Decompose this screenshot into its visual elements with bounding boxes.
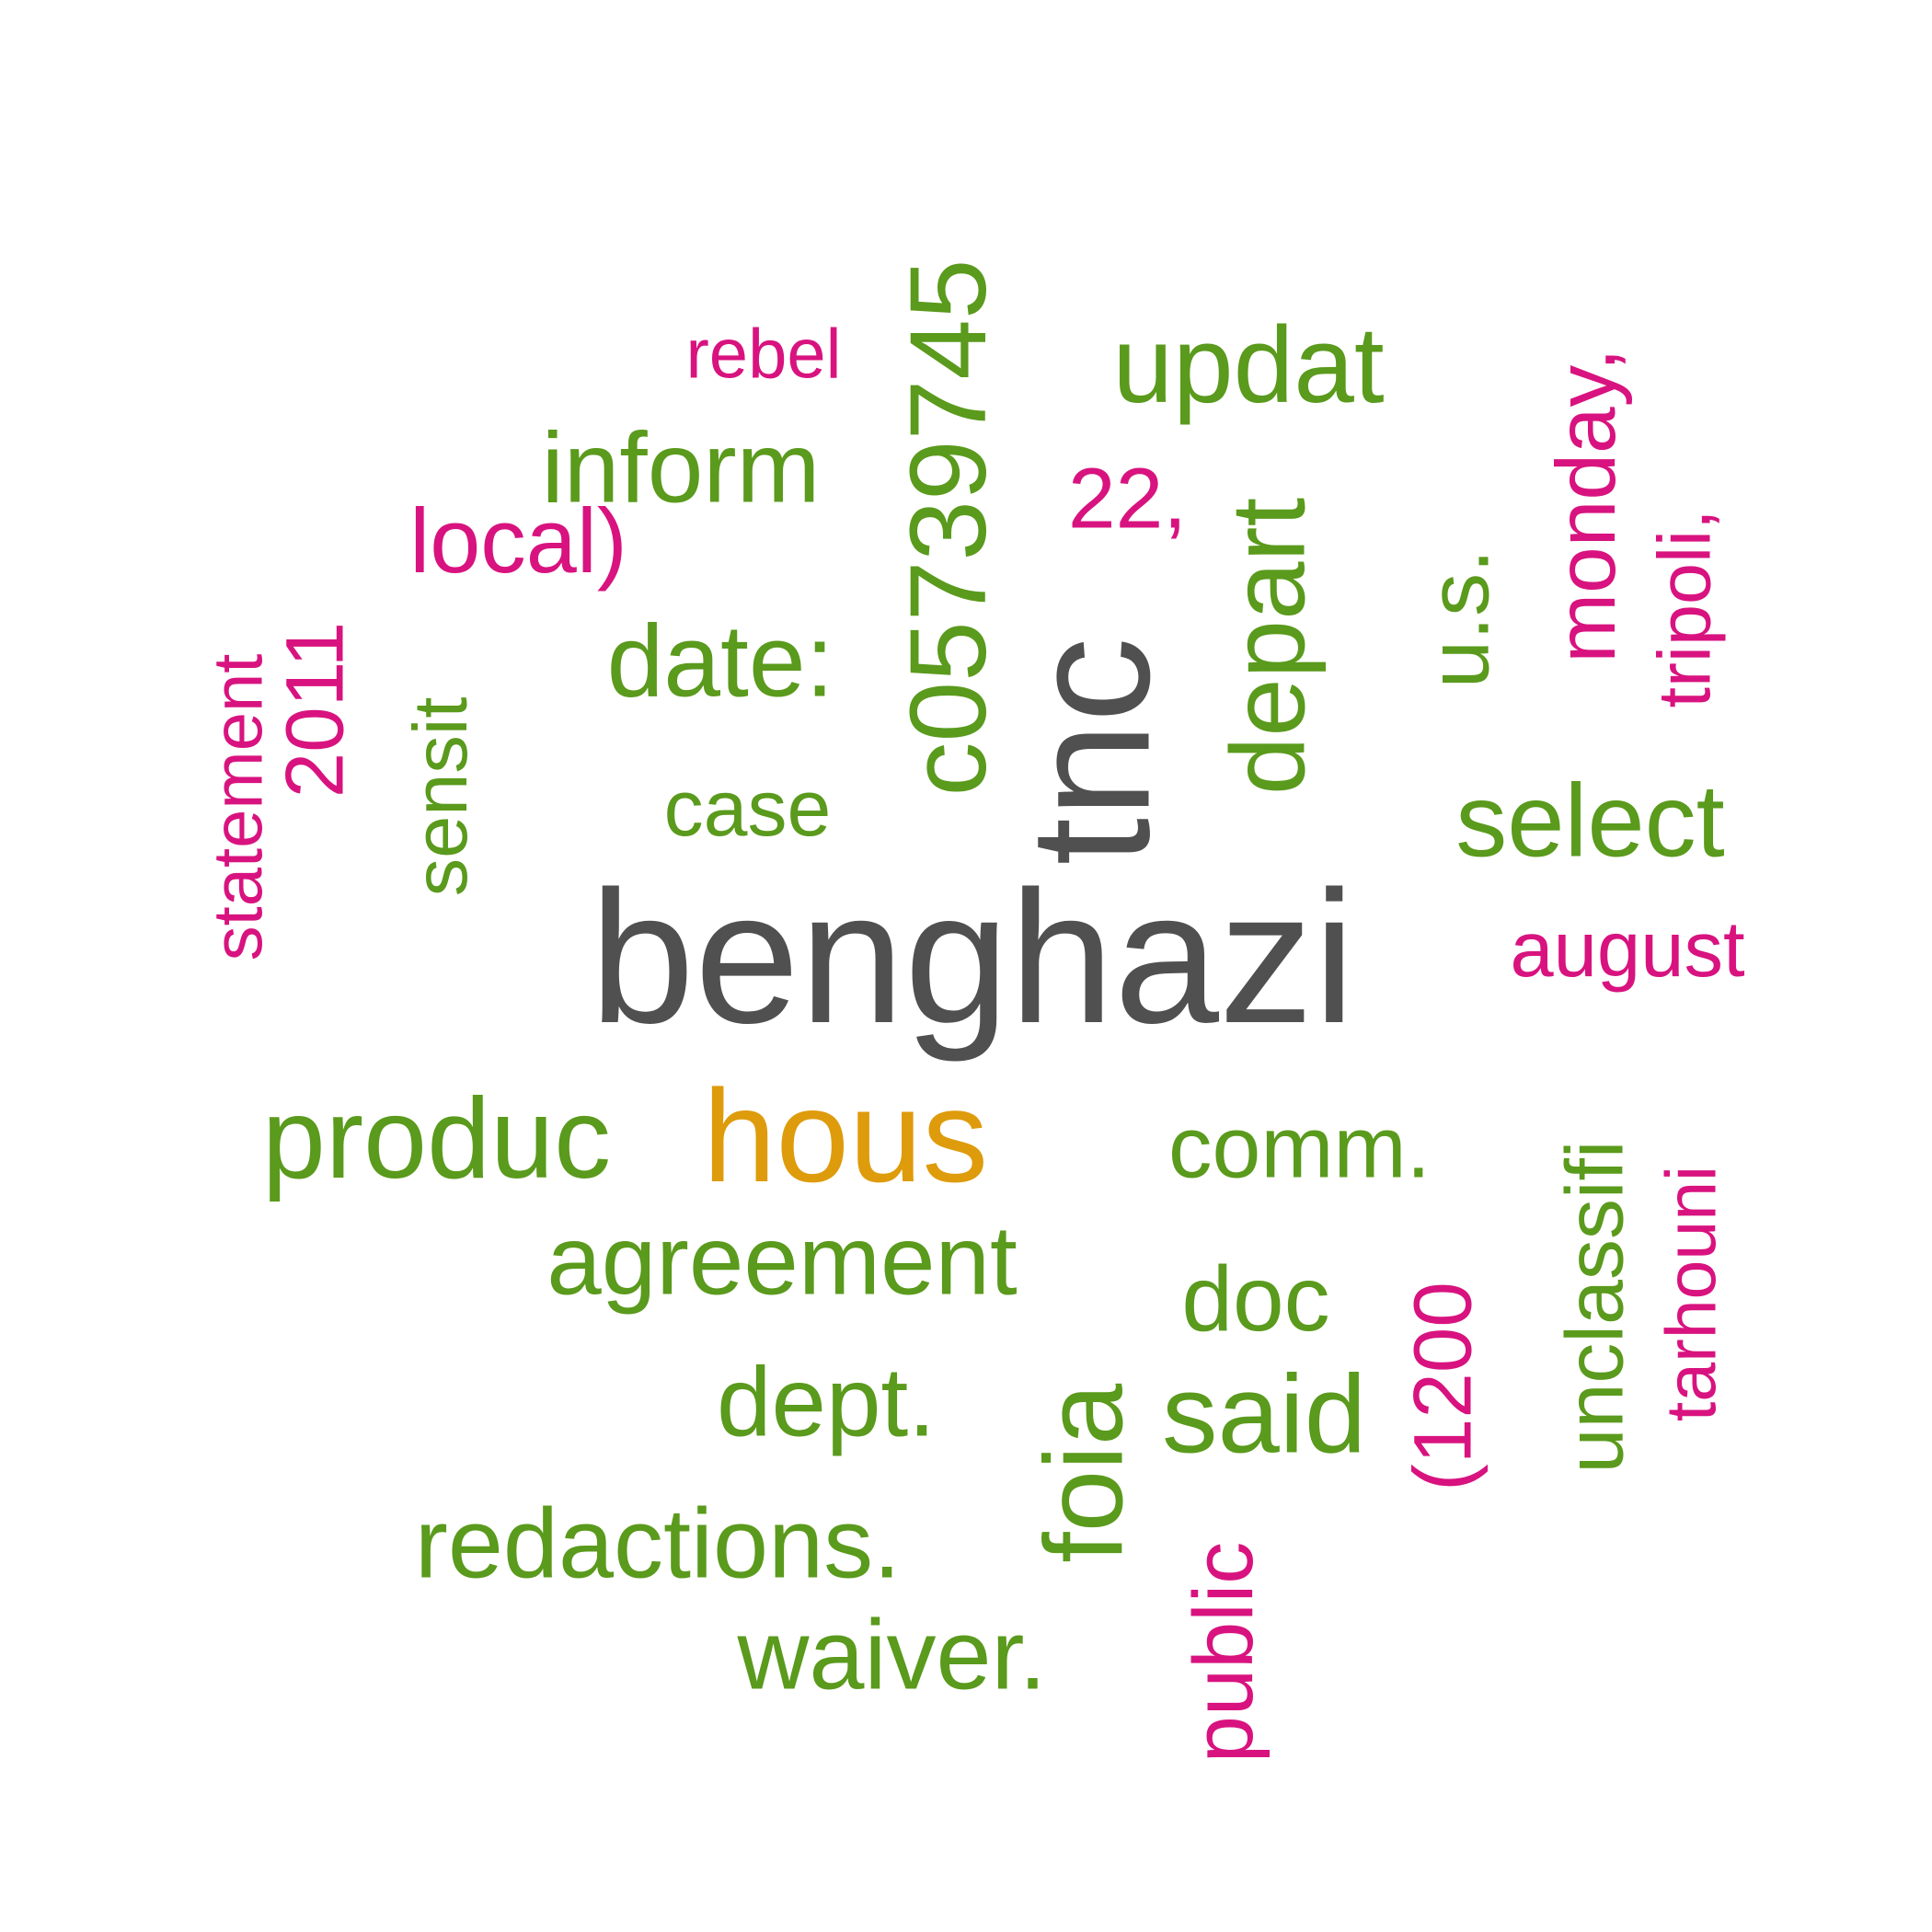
word-group-22: 22, — [1068, 451, 1187, 546]
word-group-depart: depart — [1211, 498, 1328, 795]
word-tnc: tnc — [995, 637, 1186, 865]
word-1200: (1200 — [1397, 1282, 1489, 1491]
word-dept: dept. — [717, 1347, 936, 1457]
word-tripoli: tripoli, — [1644, 509, 1727, 707]
word-group-tarhouni: tarhouni — [1652, 1166, 1731, 1421]
word-group-case: case — [664, 765, 832, 853]
word-group-produc: produc — [262, 1075, 611, 1202]
word-c05739745: c05739745 — [888, 259, 1009, 796]
word-tarhouni: tarhouni — [1652, 1166, 1731, 1421]
word-group-august: august — [1510, 906, 1744, 994]
word-group-2011: 2011 — [269, 622, 361, 798]
word-rebel: rebel — [686, 316, 842, 394]
word-date: date: — [607, 604, 834, 719]
word-group-inform: inform — [542, 412, 821, 524]
word-group-agreement: agreement — [546, 1205, 1018, 1316]
word-comm: comm. — [1168, 1099, 1431, 1197]
word-agreement: agreement — [546, 1205, 1018, 1316]
word-group-local: local) — [409, 489, 627, 592]
word-sensit: sensit — [397, 697, 483, 897]
word-local: local) — [409, 489, 627, 592]
word-hous: hous — [703, 1064, 988, 1210]
word-group-updat: updat — [1112, 305, 1384, 426]
word-unclassifi: unclassifi — [1549, 1141, 1640, 1474]
word-group-redactions: redactions. — [415, 1488, 901, 1599]
word-group-rebel: rebel — [686, 316, 842, 394]
word-group-1200: (1200 — [1397, 1282, 1489, 1491]
word-august: august — [1510, 906, 1744, 994]
word-monday: monday, — [1540, 348, 1633, 662]
word-group-tripoli: tripoli, — [1644, 509, 1727, 707]
word-group-waiver: waiver. — [736, 1599, 1046, 1710]
word-u-s: u.s. — [1410, 549, 1507, 689]
word-said: said — [1162, 1351, 1366, 1477]
word-22: 22, — [1068, 451, 1187, 546]
word-group-comm: comm. — [1168, 1099, 1431, 1197]
word-group-dept: dept. — [717, 1347, 936, 1457]
word-group-statement: statement — [200, 654, 278, 961]
word-group-foia: foia — [1021, 1383, 1146, 1563]
word-produc: produc — [262, 1075, 611, 1202]
word-statement: statement — [200, 654, 278, 961]
word-benghazi: benghazi — [590, 852, 1355, 1063]
word-depart: depart — [1211, 498, 1328, 795]
word-case: case — [664, 765, 832, 853]
word-foia: foia — [1021, 1383, 1146, 1563]
word-group-sensit: sensit — [397, 697, 483, 897]
word-group-c05739745: c05739745 — [888, 259, 1009, 796]
word-select: select — [1455, 764, 1725, 879]
word-public: public — [1177, 1542, 1271, 1763]
word-group-doc: doc — [1181, 1248, 1329, 1351]
word-group-said: said — [1162, 1351, 1366, 1477]
word-group-u-s: u.s. — [1410, 549, 1507, 689]
word-group-public: public — [1177, 1542, 1271, 1763]
word-waiver: waiver. — [736, 1599, 1046, 1710]
word-group-select: select — [1455, 764, 1725, 879]
word-group-tnc: tnc — [995, 637, 1186, 865]
word-group-monday: monday, — [1540, 348, 1633, 662]
word-redactions: redactions. — [415, 1488, 901, 1599]
word-group-benghazi: benghazi — [590, 852, 1355, 1063]
word-2011: 2011 — [269, 622, 361, 798]
word-group-hous: hous — [703, 1064, 988, 1210]
word-doc: doc — [1181, 1248, 1329, 1351]
word-group-date: date: — [607, 604, 834, 719]
word-group-unclassifi: unclassifi — [1549, 1141, 1640, 1474]
word-updat: updat — [1112, 305, 1384, 426]
word-inform: inform — [542, 412, 821, 524]
